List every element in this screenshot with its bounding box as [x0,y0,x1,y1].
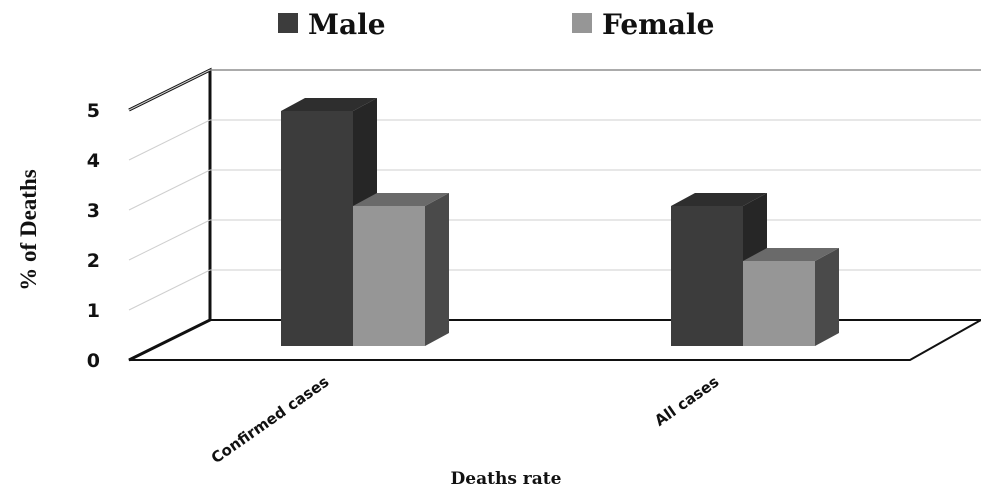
legend-item-female: Female [572,8,714,41]
category-label: All cases [651,372,722,429]
legend-swatch [278,13,298,33]
floor [129,320,981,360]
category-label: Confirmed cases [208,372,333,467]
bar-front [353,206,425,346]
bar-front [743,261,815,346]
gridline-side-1 [129,270,210,310]
y-tick-label: 0 [87,350,100,372]
y-tick-label: 5 [87,100,100,122]
gridlines [129,70,981,310]
y-axis-label: % of Deaths [16,169,41,290]
bars [281,98,839,346]
bar-side [815,248,839,346]
bar-female-1 [743,248,839,346]
bar-front [281,111,353,346]
y-tick-label: 1 [87,300,100,322]
gridline-side-2 [129,220,210,260]
legend-item-male: Male [278,8,386,41]
gridline-side-4 [129,120,210,160]
left-wall [129,70,210,360]
legend-label: Male [308,8,386,41]
bar-female-0 [353,193,449,346]
category-labels: Confirmed cases All cases [208,372,723,467]
gridline-side-3 [129,170,210,210]
y-tick-labels: 0 1 2 3 4 5 [87,100,100,372]
x-axis-label: Deaths rate [451,469,562,488]
y-tick-label: 2 [87,250,100,272]
legend-label: Female [602,8,714,41]
legend: Male Female [278,8,714,41]
y-tick-label: 4 [87,150,100,172]
bar-side [425,193,449,346]
gridline-side-5 [129,70,210,110]
y-tick-label: 3 [87,200,100,222]
legend-swatch [572,13,592,33]
plot-walls [129,70,981,360]
bar-front [671,206,743,346]
